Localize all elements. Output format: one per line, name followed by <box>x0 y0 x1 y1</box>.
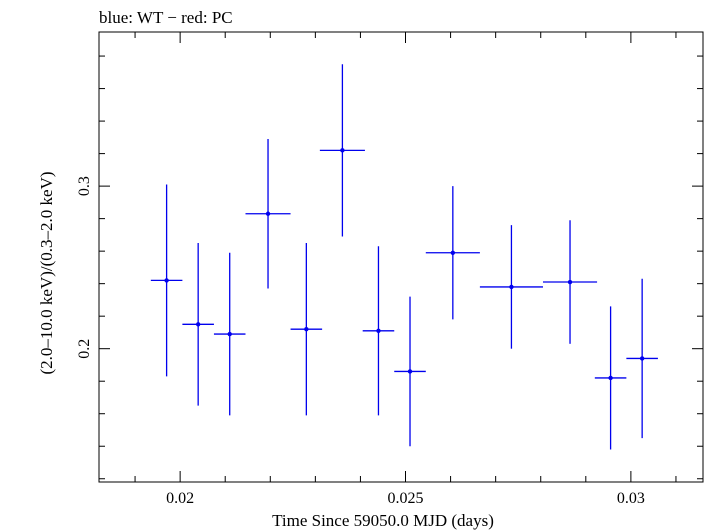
point-marker <box>265 211 271 216</box>
point-marker <box>450 250 456 255</box>
point-marker <box>227 331 232 337</box>
point-marker <box>340 148 345 153</box>
plot-frame <box>98 31 704 483</box>
data-point <box>626 278 658 439</box>
point-marker <box>376 328 381 334</box>
x-tick-label: 0.03 <box>617 490 645 507</box>
point-marker <box>567 279 573 285</box>
data-point <box>290 243 323 416</box>
data-point <box>182 243 214 406</box>
y-axis-label: (2.0–10.0 keV)/(0.3–2.0 keV) <box>37 171 56 374</box>
data-point <box>245 138 291 289</box>
y-tick-label: 0.2 <box>76 339 93 359</box>
point-marker <box>608 375 613 381</box>
point-marker <box>639 356 645 361</box>
data-point <box>150 184 183 377</box>
x-tick-label: 0.02 <box>166 490 194 507</box>
point-marker <box>509 284 514 290</box>
data-point <box>594 306 627 450</box>
data-point <box>362 246 395 416</box>
point-marker <box>407 369 413 374</box>
data-point <box>425 186 480 320</box>
chart-title: blue: WT − red: PC <box>99 8 233 27</box>
data-point <box>319 64 365 237</box>
data-point <box>213 252 246 416</box>
point-marker <box>164 278 169 283</box>
point-marker <box>304 326 309 332</box>
axis-ticks <box>99 32 703 482</box>
x-tick-label: 0.025 <box>388 490 424 507</box>
x-axis-label: Time Since 59050.0 MJD (days) <box>272 511 494 530</box>
data-point <box>394 296 426 447</box>
data-point <box>542 220 598 344</box>
y-tick-label: 0.3 <box>76 176 93 196</box>
data-point <box>479 225 543 349</box>
point-marker <box>195 322 201 327</box>
data-series <box>150 64 658 450</box>
axis-tick-labels: 0.02 0.025 0.03 0.2 0.3 <box>76 176 645 507</box>
